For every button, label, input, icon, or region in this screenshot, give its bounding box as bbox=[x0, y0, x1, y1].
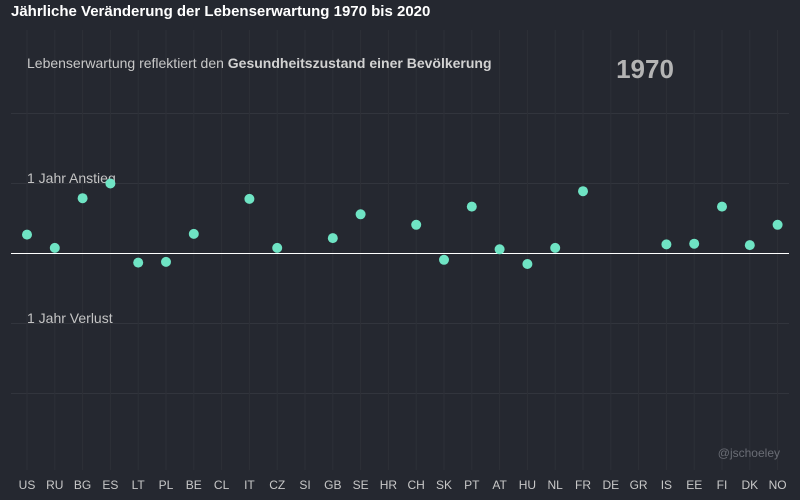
x-tick-label: NL bbox=[548, 478, 564, 492]
x-tick-label: DK bbox=[741, 478, 758, 492]
x-tick-label: SI bbox=[299, 478, 310, 492]
x-tick-label: FR bbox=[575, 478, 591, 492]
data-point-fi bbox=[717, 201, 727, 212]
data-point-it bbox=[244, 193, 255, 204]
data-point-be bbox=[188, 228, 199, 239]
x-tick-label: SE bbox=[353, 478, 369, 492]
data-point-gb bbox=[327, 233, 338, 244]
data-point-se bbox=[355, 209, 366, 220]
subtitle-prefix: Lebenserwartung reflektiert den bbox=[27, 55, 228, 71]
data-point-cz bbox=[272, 242, 283, 253]
x-tick-label: AT bbox=[492, 478, 507, 492]
x-tick-label: GB bbox=[324, 478, 341, 492]
chart-title: Jährliche Veränderung der Lebenserwartun… bbox=[11, 3, 430, 20]
x-tick-label: IT bbox=[244, 478, 255, 492]
data-point-sk bbox=[439, 254, 449, 265]
x-tick-label: NO bbox=[769, 478, 787, 492]
x-tick-label: CL bbox=[214, 478, 230, 492]
data-point-fr bbox=[578, 186, 588, 197]
x-tick-label: SK bbox=[436, 478, 452, 492]
x-tick-label: PT bbox=[464, 478, 480, 492]
subtitle-bold: Gesundheitszustand einer Bevölkerung bbox=[228, 55, 492, 71]
grid bbox=[11, 30, 789, 470]
data-point-es bbox=[105, 178, 116, 189]
data-point-nl bbox=[550, 242, 561, 253]
data-point-bg bbox=[77, 193, 88, 204]
x-tick-label: BE bbox=[186, 478, 202, 492]
data-point-hu bbox=[522, 259, 533, 269]
data-point-ee bbox=[689, 238, 700, 249]
x-tick-label: ES bbox=[102, 478, 118, 492]
credit-label: @jschoeley bbox=[718, 446, 780, 460]
data-point-pt bbox=[466, 201, 477, 212]
data-point-no bbox=[772, 219, 783, 230]
x-tick-labels: US RU BG ES LT PL BE CL IT CZ SI GB SE HR CH SK PT AT HU NL… bbox=[19, 478, 787, 492]
data-point-us bbox=[22, 229, 32, 240]
x-tick-label: BG bbox=[74, 478, 91, 492]
data-point-dk bbox=[744, 240, 755, 251]
data-point-ru bbox=[49, 242, 60, 253]
annotation-loss: 1 Jahr Verlust bbox=[27, 310, 113, 326]
data-point-pl bbox=[161, 256, 171, 267]
x-tick-label: CZ bbox=[269, 478, 285, 492]
x-tick-label: DE bbox=[602, 478, 619, 492]
x-tick-label: US bbox=[19, 478, 36, 492]
x-tick-label: HU bbox=[519, 478, 536, 492]
annotation-gain: 1 Jahr Anstieg bbox=[27, 170, 116, 186]
data-point-is bbox=[661, 239, 672, 250]
x-tick-label: RU bbox=[46, 478, 63, 492]
data-point-at bbox=[494, 244, 505, 255]
chart-subtitle: Lebenserwartung reflektiert den Gesundhe… bbox=[27, 55, 492, 71]
data-point-ch bbox=[411, 219, 422, 230]
year-label: 1970 bbox=[616, 54, 674, 84]
x-tick-label: GR bbox=[630, 478, 648, 492]
x-tick-label: FI bbox=[717, 478, 728, 492]
data-point-lt bbox=[133, 257, 144, 268]
x-tick-label: IS bbox=[661, 478, 672, 492]
points bbox=[22, 178, 783, 269]
x-tick-label: CH bbox=[408, 478, 425, 492]
x-tick-label: LT bbox=[132, 478, 146, 492]
x-tick-label: HR bbox=[380, 478, 398, 492]
x-tick-label: PL bbox=[159, 478, 174, 492]
x-tick-label: EE bbox=[686, 478, 702, 492]
